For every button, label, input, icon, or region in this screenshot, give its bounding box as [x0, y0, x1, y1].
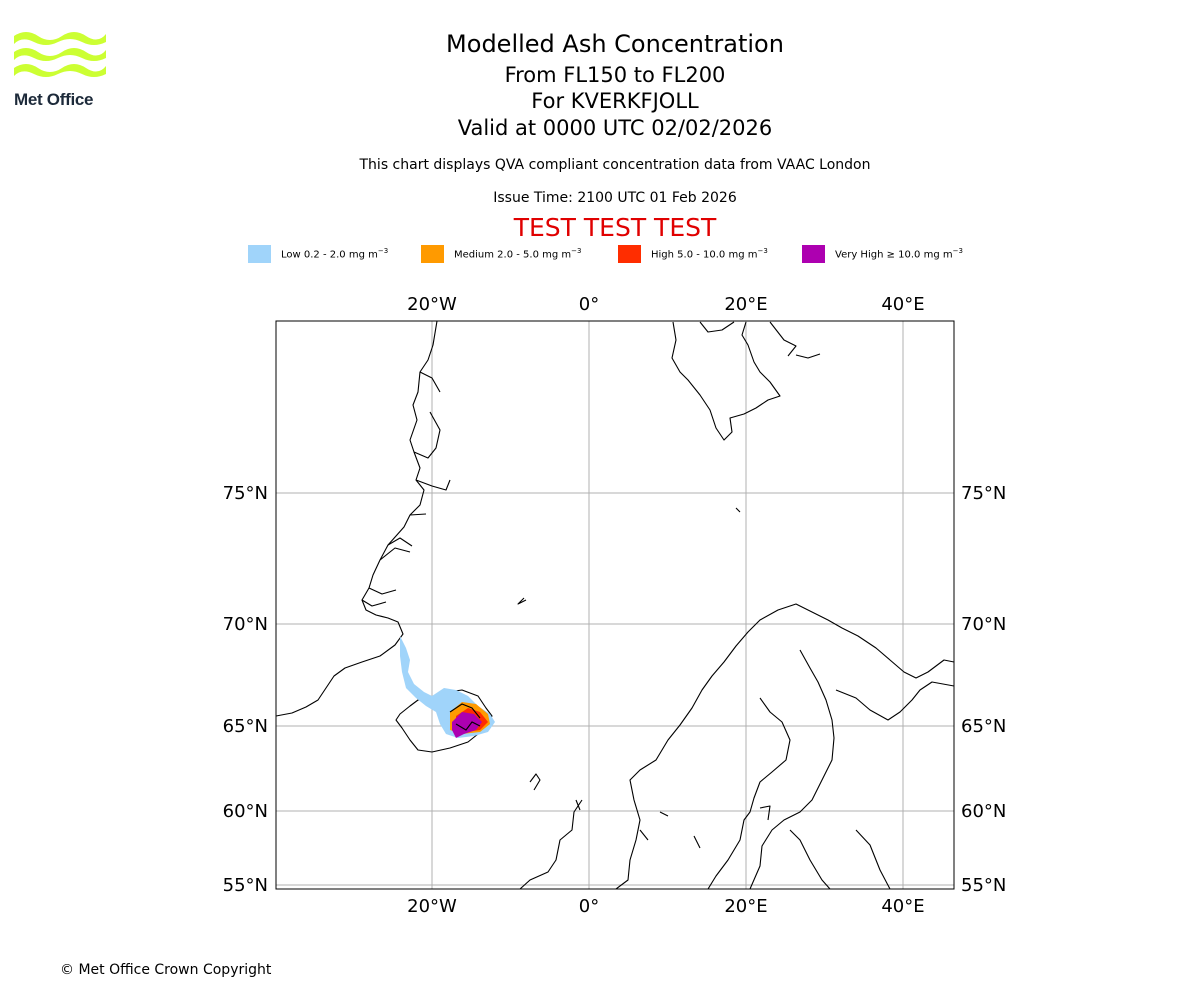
lon-tick-top: 20°E [724, 294, 767, 315]
map-tick-labels: 20°W 0° 20°E 40°E 20°W 0° 20°E 40°E 75°N… [223, 294, 1007, 917]
chart-description: This chart displays QVA compliant concen… [359, 157, 871, 173]
lat-tick-left: 70°N [223, 614, 268, 635]
svalbard-coastline [671, 321, 821, 513]
copyright-notice: © Met Office Crown Copyright [60, 962, 272, 978]
legend-high: High 5.0 - 10.0 mg m−3 [618, 245, 768, 263]
lon-tick-top: 0° [579, 294, 599, 315]
lon-tick-top: 20°W [407, 294, 457, 315]
lat-tick-left: 75°N [223, 483, 268, 504]
valid-time: Valid at 0000 UTC 02/02/2026 [457, 116, 773, 140]
lat-tick-right: 55°N [961, 875, 1006, 896]
ash-plume-very-high [452, 712, 482, 738]
issue-time: Issue Time: 2100 UTC 01 Feb 2026 [493, 190, 737, 206]
lon-tick-bottom: 20°W [407, 896, 457, 917]
met-office-wave-icon [14, 32, 106, 77]
legend-swatch-high [618, 245, 641, 263]
lon-tick-bottom: 40°E [881, 896, 924, 917]
map-gridlines [276, 321, 954, 889]
legend-swatch-low [248, 245, 271, 263]
chart-title: Modelled Ash Concentration [446, 30, 784, 58]
legend-swatch-very-high [802, 245, 825, 263]
lat-tick-right: 60°N [961, 801, 1006, 822]
legend-swatch-medium [421, 245, 444, 263]
lat-tick-right: 65°N [961, 716, 1006, 737]
flight-levels: From FL150 to FL200 [504, 63, 726, 87]
lat-tick-left: 55°N [223, 875, 268, 896]
test-banner: TEST TEST TEST [513, 213, 717, 242]
lat-tick-right: 70°N [961, 614, 1006, 635]
legend-very-high: Very High ≥ 10.0 mg m−3 [802, 245, 963, 263]
lat-tick-left: 60°N [223, 801, 268, 822]
met-office-logo: Met Office [14, 30, 110, 114]
legend-medium: Medium 2.0 - 5.0 mg m−3 [421, 245, 581, 263]
met-office-wordmark: Met Office [14, 90, 94, 109]
lon-tick-bottom: 0° [579, 896, 599, 917]
scandinavia-coastline [519, 603, 954, 889]
sweden-finland-coastline [707, 649, 835, 889]
lon-tick-top: 40°E [881, 294, 924, 315]
legend-low: Low 0.2 - 2.0 mg m−3 [248, 245, 388, 263]
lat-tick-left: 65°N [223, 716, 268, 737]
lon-tick-bottom: 20°E [724, 896, 767, 917]
volcano-name: For KVERKFJOLL [531, 89, 699, 113]
map-frame [275, 320, 955, 890]
greenland-coastline [276, 321, 438, 717]
lat-tick-right: 75°N [961, 483, 1006, 504]
